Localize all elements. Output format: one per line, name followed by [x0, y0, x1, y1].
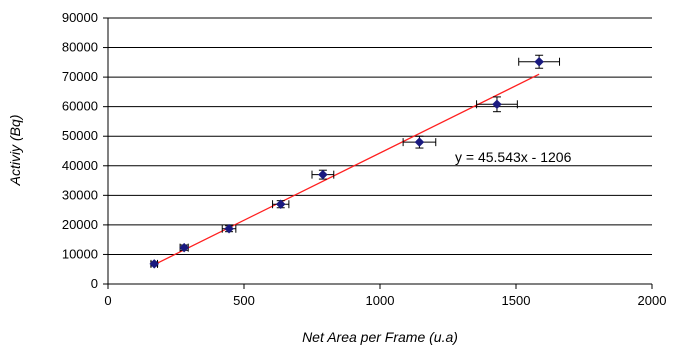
data-points [149, 56, 544, 269]
data-point [534, 56, 544, 67]
data-point [179, 242, 190, 253]
x-tick-label: 1500 [502, 293, 531, 308]
data-point [224, 223, 234, 234]
y-tick-label: 40000 [62, 158, 98, 173]
data-point [414, 137, 425, 147]
data-point [492, 99, 502, 110]
y-tick-label: 20000 [62, 217, 98, 232]
trendline [153, 73, 540, 266]
x-axis-title: Net Area per Frame (u.a) [302, 329, 458, 345]
x-tick-label: 500 [233, 293, 255, 308]
y-tick-label: 10000 [62, 246, 98, 261]
y-tick-label: 70000 [62, 69, 98, 84]
x-tick-label: 1000 [366, 293, 395, 308]
x-tick-label: 0 [104, 293, 111, 308]
gridlines [108, 17, 652, 255]
y-tick-label: 30000 [62, 187, 98, 202]
x-tick-label: 2000 [638, 293, 667, 308]
y-tick-label: 60000 [62, 99, 98, 114]
trendline-group [153, 73, 540, 266]
trendline-equation: y = 45.543x - 1206 [455, 149, 572, 165]
data-point [275, 199, 286, 210]
y-tick-label: 0 [91, 276, 98, 291]
data-point [149, 259, 160, 269]
y-tick-label: 80000 [62, 40, 98, 55]
axes [103, 17, 653, 289]
y-tick-label: 50000 [62, 128, 98, 143]
data-point [318, 169, 328, 180]
y-axis-title: Activiy (Bq) [7, 115, 23, 187]
tick-labels: 0100002000030000400005000060000700008000… [62, 10, 667, 308]
y-tick-label: 90000 [62, 10, 98, 25]
